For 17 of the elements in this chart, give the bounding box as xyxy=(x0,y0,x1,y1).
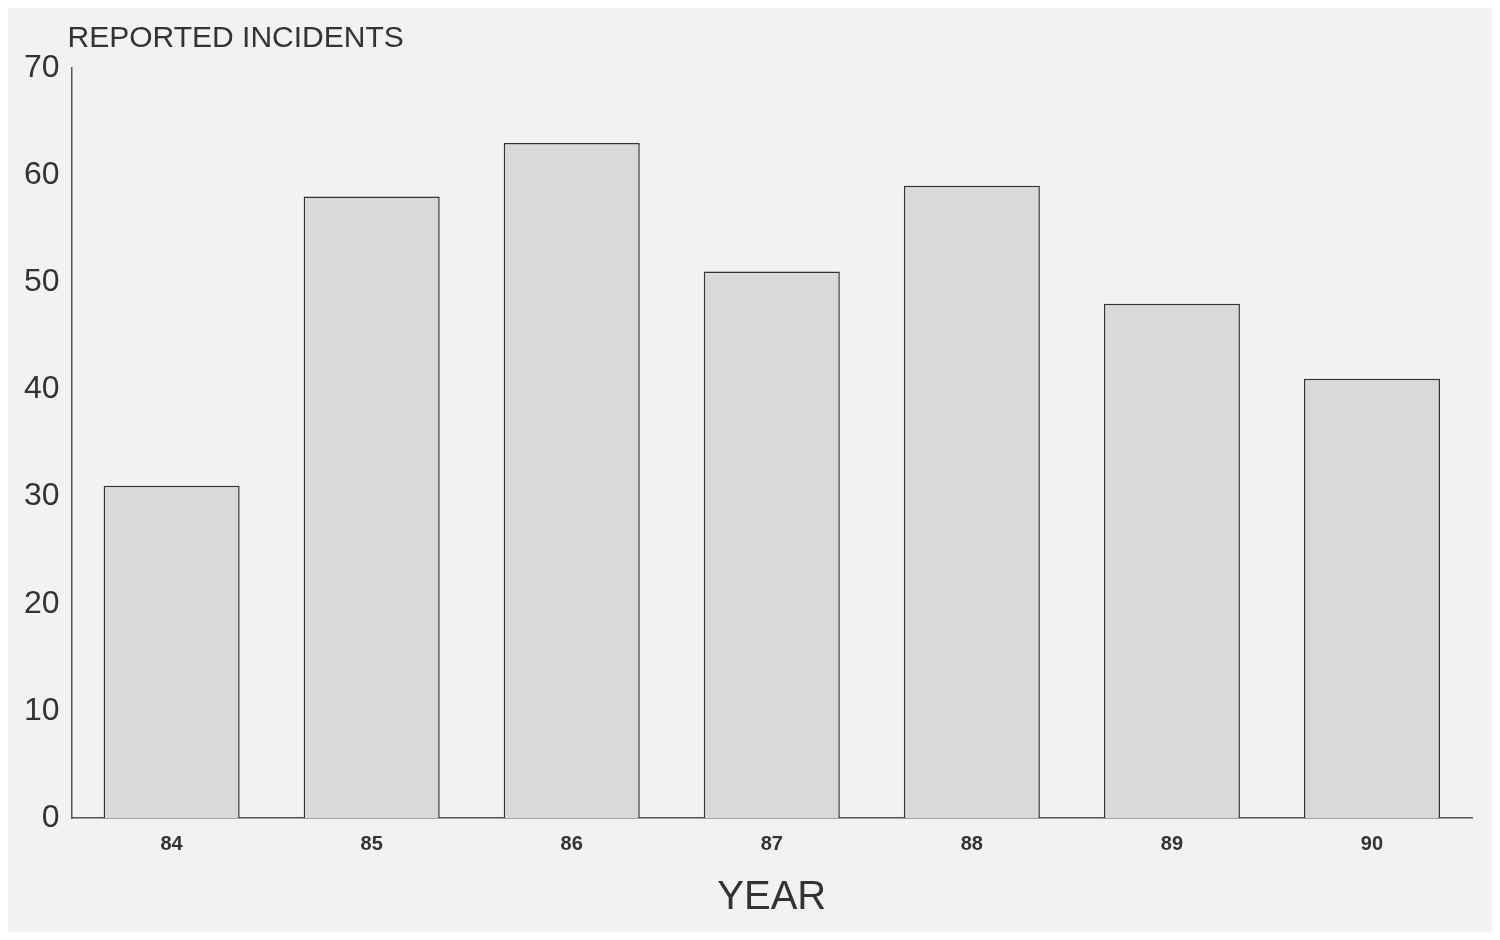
x-tick-label: 85 xyxy=(360,831,383,854)
x-tick-label: 84 xyxy=(160,831,184,854)
y-axis-title: REPORTED INCIDENTS xyxy=(67,20,404,54)
y-tick-label: 20 xyxy=(24,583,60,620)
y-tick-label: 30 xyxy=(24,476,60,513)
x-tick-label: 87 xyxy=(760,831,783,854)
x-axis-title: YEAR xyxy=(717,873,827,918)
y-tick-label: 60 xyxy=(24,154,60,191)
y-tick-label: 10 xyxy=(24,690,60,727)
y-tick-label: 0 xyxy=(41,797,60,834)
y-tick-label: 50 xyxy=(24,262,60,299)
x-tick-label: 86 xyxy=(560,831,583,854)
x-tick-label: 90 xyxy=(1360,831,1384,854)
x-tick-label: 89 xyxy=(1160,831,1184,854)
y-tick-label: 40 xyxy=(24,369,60,406)
x-tick-label: 88 xyxy=(960,831,983,854)
y-tick-label: 70 xyxy=(24,47,60,84)
